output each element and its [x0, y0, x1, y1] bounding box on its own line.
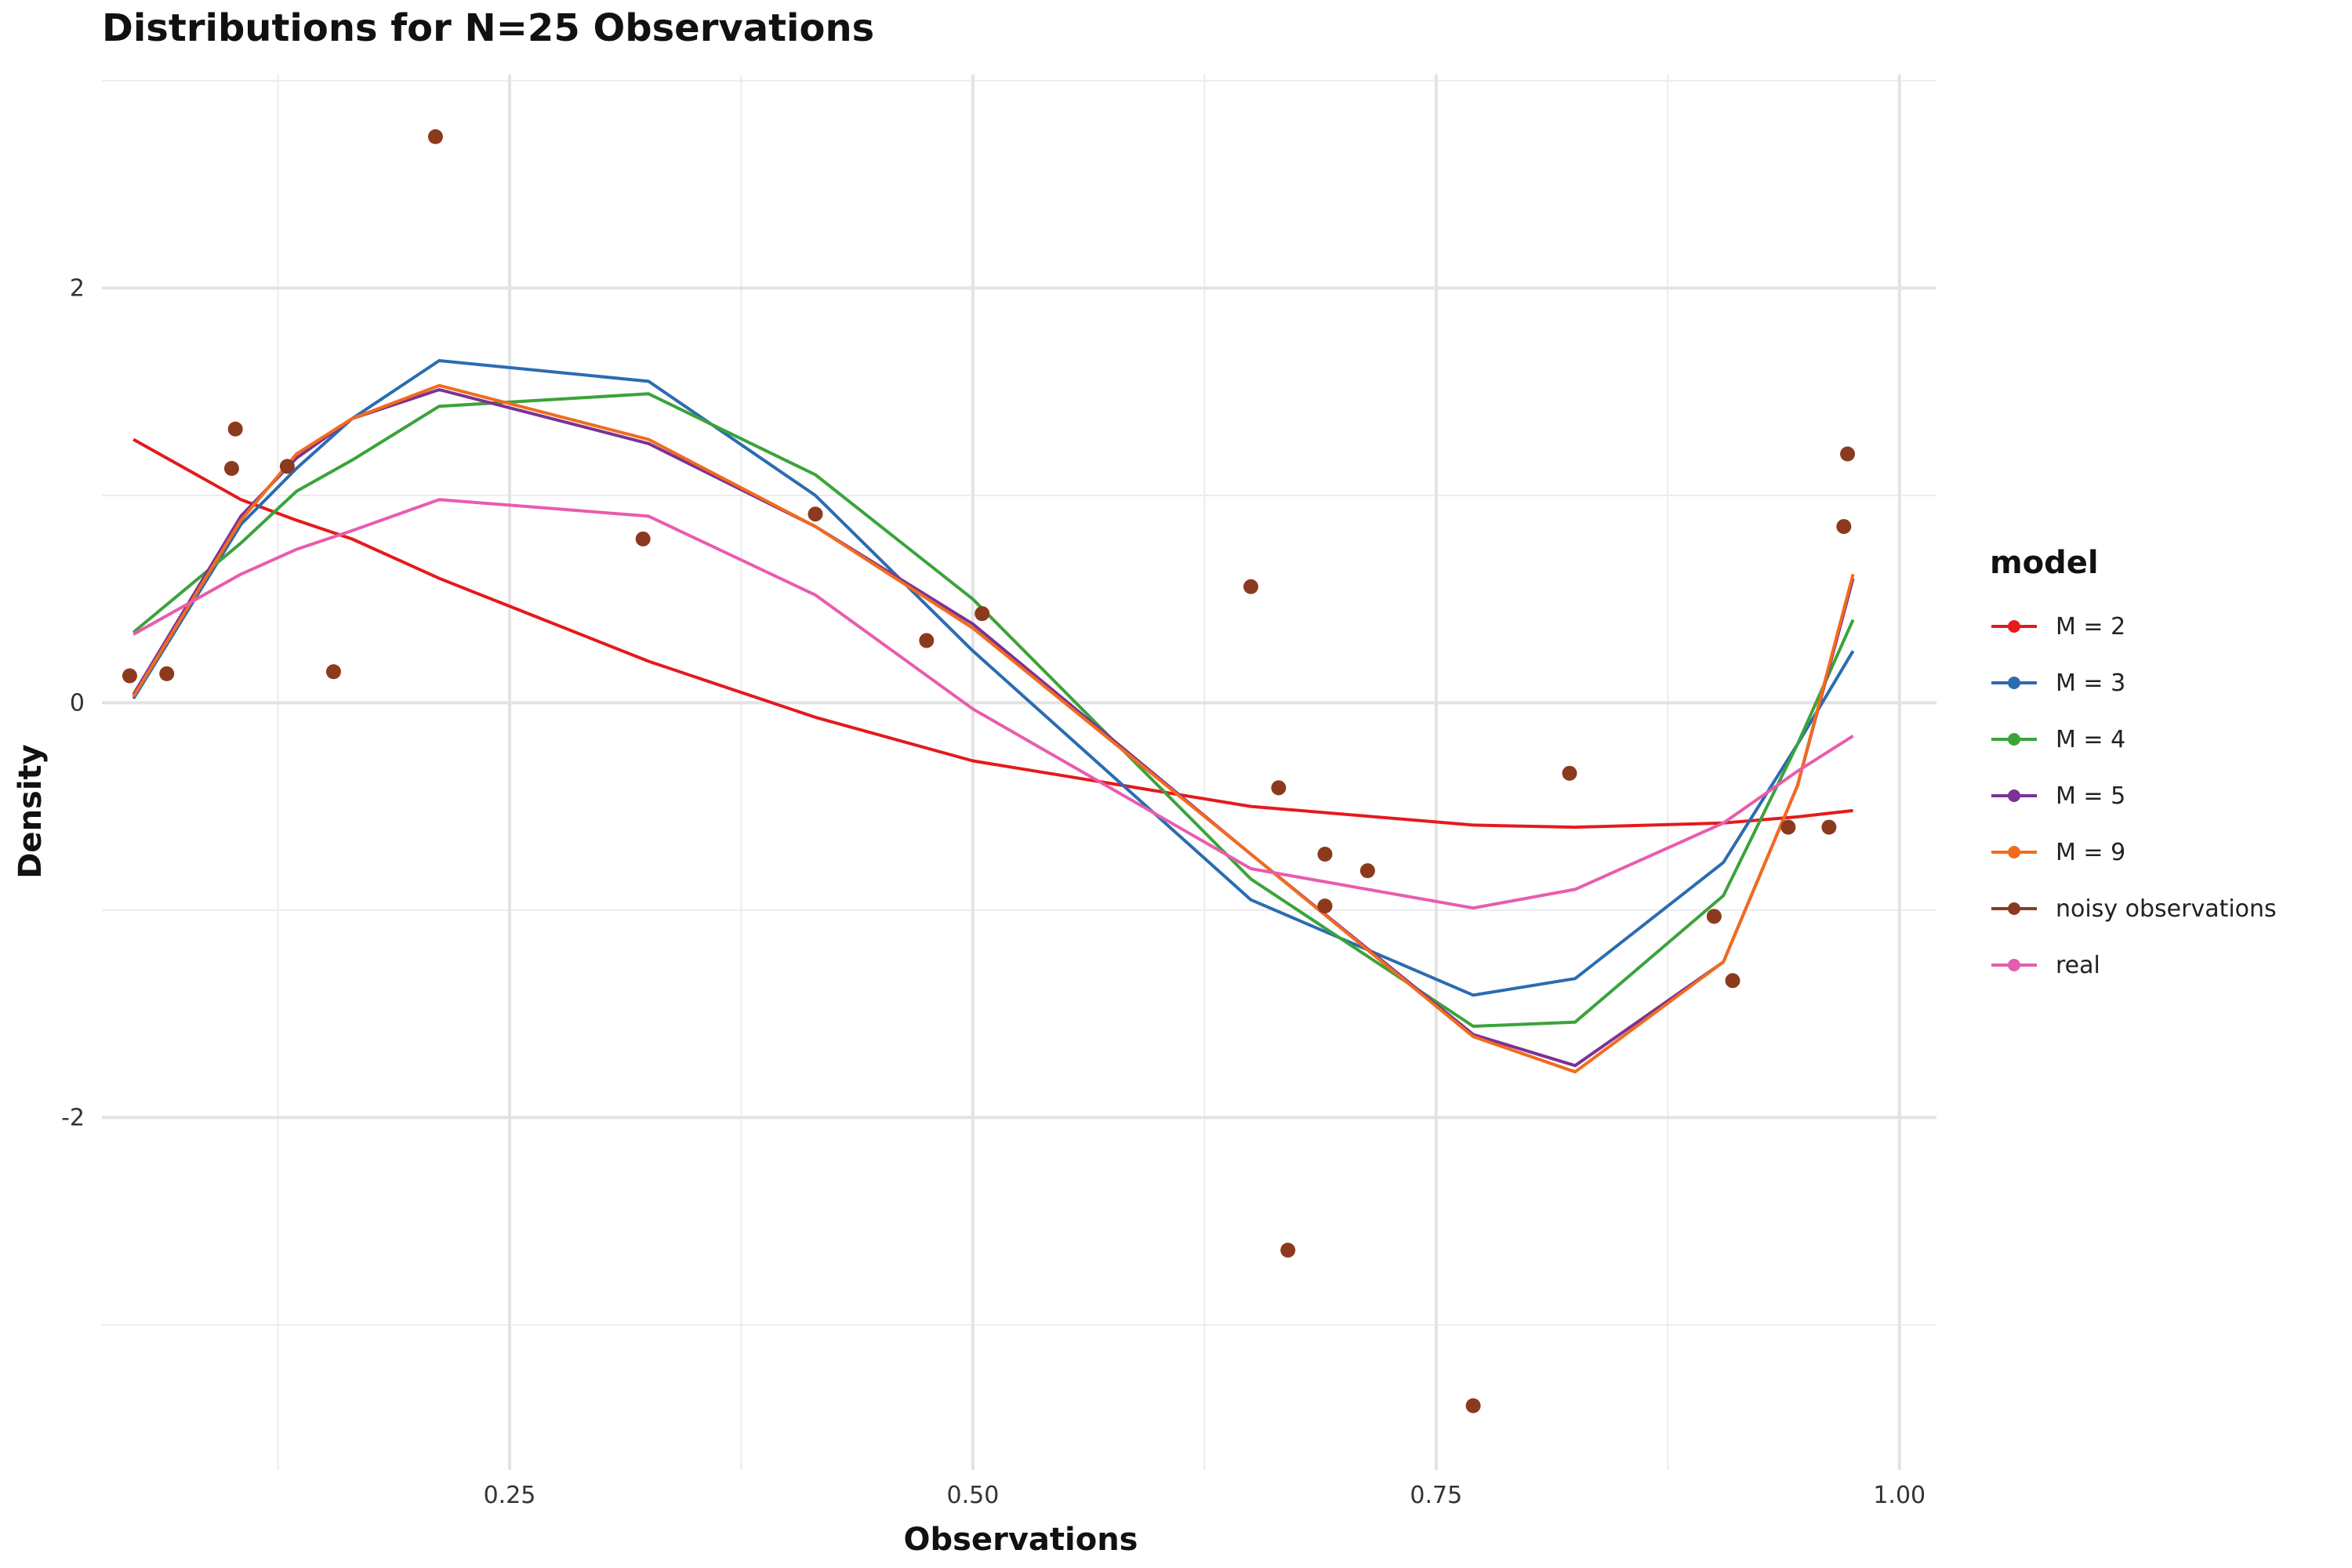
noisy-observation-point	[1562, 765, 1577, 781]
noisy-observation-point	[1317, 846, 1333, 862]
legend-item: M = 5	[1990, 768, 2277, 824]
series-line-real	[132, 498, 1854, 910]
legend-key	[1990, 840, 2038, 864]
legend-item: M = 2	[1990, 598, 2277, 655]
noisy-observation-point	[159, 666, 175, 681]
y-tick-label: 0	[70, 689, 85, 717]
legend-title: model	[1990, 545, 2099, 581]
legend-item: real	[1990, 937, 2277, 993]
series-line-m-9	[132, 383, 1855, 1074]
legend-item: noisy observations	[1990, 880, 2277, 937]
x-tick-label: 0.50	[947, 1482, 1000, 1509]
y-axis-title: Density	[13, 744, 49, 879]
x-axis-title: Observations	[904, 1522, 1138, 1558]
legend-label: M = 4	[2056, 725, 2126, 753]
x-tick-label: 0.25	[484, 1482, 536, 1509]
noisy-observation-point	[1821, 819, 1837, 835]
legend-key	[1990, 953, 2038, 977]
legend-items: M = 2 M = 3 M = 4 M = 5 M = 9 noisy observati…	[1990, 598, 2277, 993]
series-line-m-4	[132, 392, 1855, 1028]
legend-label: M = 2	[2056, 612, 2126, 641]
legend-label: real	[2056, 951, 2100, 979]
noisy-observation-point	[1465, 1398, 1481, 1414]
noisy-observation-point	[325, 664, 341, 680]
noisy-observation-point	[279, 459, 295, 474]
noisy-observation-point	[1725, 973, 1740, 989]
series-layer	[132, 359, 1855, 1074]
series-line-m-2	[132, 437, 1853, 829]
y-tick-label: -2	[61, 1104, 85, 1131]
noisy-observation-point	[122, 668, 137, 684]
y-tick-label: 2	[70, 274, 85, 302]
noisy-observation-point	[635, 531, 651, 546]
legend: model M = 2 M = 3 M = 4 M = 5 M = 9 noisy obs…	[1990, 545, 2277, 993]
legend-label: M = 9	[2056, 838, 2126, 866]
x-tick-label: 0.75	[1410, 1482, 1462, 1509]
x-tick-label: 1.00	[1873, 1482, 1926, 1509]
legend-key	[1990, 615, 2038, 638]
noisy-observation-point	[1780, 819, 1796, 835]
legend-item: M = 9	[1990, 824, 2277, 880]
legend-label: M = 3	[2056, 669, 2126, 697]
noisy-observation-point	[1243, 579, 1258, 594]
noisy-observation-point	[1836, 519, 1852, 535]
chart-title: Distributions for N=25 Observations	[102, 6, 875, 50]
legend-label: M = 5	[2056, 782, 2126, 810]
noisy-observation-point	[1359, 863, 1375, 879]
tick-layer: 0.25 0.50 0.75 1.00 -2 0 2	[61, 274, 1926, 1509]
points-layer	[122, 129, 1856, 1414]
grid-layer	[102, 74, 1936, 1470]
noisy-observation-point	[227, 421, 243, 437]
legend-key	[1990, 671, 2038, 695]
series-line-m-3	[132, 359, 1855, 997]
noisy-observation-point	[427, 129, 443, 144]
legend-key	[1990, 897, 2038, 920]
noisy-observation-point	[1317, 898, 1333, 914]
legend-item: M = 3	[1990, 655, 2277, 711]
noisy-observation-point	[1271, 780, 1287, 796]
noisy-observation-point	[1280, 1243, 1296, 1258]
legend-key	[1990, 784, 2038, 808]
noisy-observation-point	[975, 606, 990, 622]
noisy-observation-point	[808, 506, 823, 522]
legend-key	[1990, 728, 2038, 751]
noisy-observation-point	[223, 461, 239, 477]
legend-item: M = 4	[1990, 711, 2277, 768]
noisy-observation-point	[1840, 446, 1856, 462]
legend-label: noisy observations	[2056, 895, 2277, 923]
noisy-observation-point	[919, 633, 935, 648]
noisy-observation-point	[1706, 909, 1722, 924]
